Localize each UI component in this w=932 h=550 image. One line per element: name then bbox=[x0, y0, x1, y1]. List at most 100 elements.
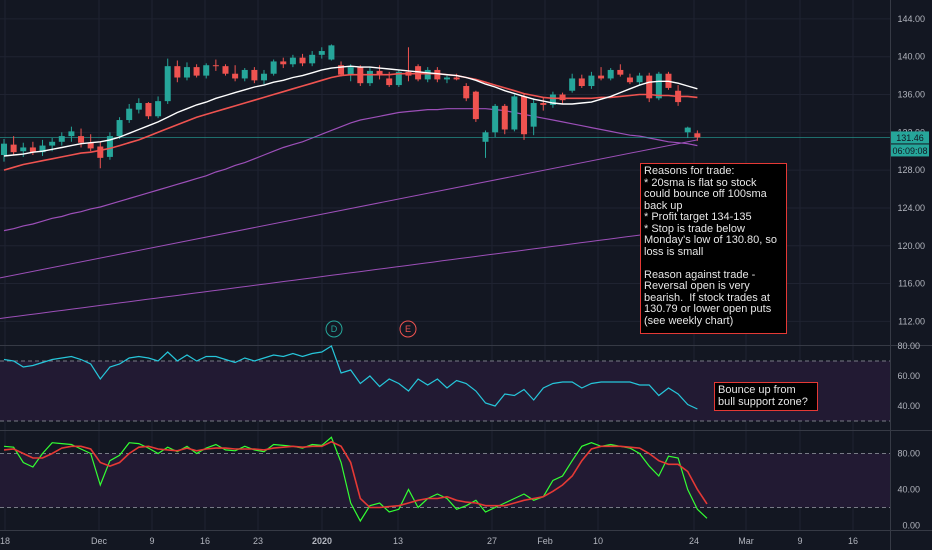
price-tick-label: 136.00 bbox=[897, 90, 925, 100]
countdown-label: 06:09:08 bbox=[892, 146, 927, 156]
price-tick-label: 144.00 bbox=[897, 14, 925, 24]
candle-body bbox=[492, 105, 499, 133]
candle-body bbox=[501, 105, 508, 130]
x-tick-label: 18 bbox=[0, 536, 10, 546]
event-marker bbox=[325, 320, 343, 338]
x-tick-label: 9 bbox=[797, 536, 802, 546]
candle-body bbox=[318, 51, 325, 55]
stoch-tick-label: 80.00 bbox=[897, 449, 920, 459]
candle-body bbox=[549, 94, 556, 105]
x-tick-label: 16 bbox=[200, 536, 210, 546]
candle-body bbox=[434, 69, 441, 80]
candle-body bbox=[376, 70, 383, 75]
candle-body bbox=[251, 69, 258, 81]
stoch-k-line bbox=[3, 436, 708, 523]
stoch-tick-label: 0.00 bbox=[902, 521, 920, 531]
candle-body bbox=[87, 142, 94, 149]
price-tick-label: 128.00 bbox=[897, 165, 925, 175]
event-marker-label: E bbox=[405, 324, 411, 334]
rsi-line bbox=[3, 345, 698, 410]
candle-body bbox=[338, 65, 345, 75]
candle-body bbox=[126, 108, 133, 121]
candle-body bbox=[49, 141, 56, 146]
price-tick-label: 140.00 bbox=[897, 52, 925, 62]
candle-body bbox=[212, 65, 219, 67]
event-marker-label: D bbox=[331, 324, 338, 334]
candle-body bbox=[415, 66, 422, 80]
countdown-badge bbox=[891, 144, 929, 157]
rsi-tick-label: 60.00 bbox=[897, 371, 920, 381]
sma-long-line bbox=[0, 139, 698, 279]
x-tick-label: 10 bbox=[593, 536, 603, 546]
event-marker bbox=[399, 320, 417, 338]
stoch-d-line bbox=[3, 440, 708, 509]
rsi-tick-label: 80.00 bbox=[897, 341, 920, 351]
candle-body bbox=[443, 77, 450, 80]
last-price-badge bbox=[891, 131, 929, 144]
candle-body bbox=[540, 103, 547, 105]
candle-body bbox=[598, 75, 605, 79]
candle-body bbox=[655, 73, 662, 99]
trade-reasons-note: Reasons for trade: * 20sma is flat so st… bbox=[640, 163, 787, 334]
candle-body bbox=[299, 57, 306, 64]
candle-body bbox=[569, 78, 576, 91]
candle-body bbox=[578, 78, 585, 87]
candle-body bbox=[68, 131, 75, 137]
candle-body bbox=[270, 61, 277, 74]
candle-body bbox=[636, 75, 643, 83]
candle-body bbox=[463, 86, 470, 99]
candle-body bbox=[328, 45, 335, 60]
candle-body bbox=[58, 136, 65, 142]
candle-body bbox=[472, 91, 479, 120]
candle-body bbox=[106, 136, 113, 157]
candle-body bbox=[646, 75, 653, 99]
candle-body bbox=[559, 94, 566, 101]
last-price-label: 131.46 bbox=[896, 133, 924, 143]
candle-body bbox=[183, 67, 190, 78]
candle-body bbox=[174, 66, 181, 78]
candle-body bbox=[232, 73, 239, 79]
candle-body bbox=[10, 144, 17, 153]
x-tick-label: Dec bbox=[91, 536, 108, 546]
candle-body bbox=[145, 103, 152, 117]
candle-body bbox=[261, 73, 268, 81]
sma-longest-line bbox=[0, 233, 646, 319]
x-tick-label: 27 bbox=[487, 536, 497, 546]
price-tick-label: 116.00 bbox=[898, 279, 925, 289]
x-tick-label: 13 bbox=[393, 536, 403, 546]
candle-body bbox=[386, 78, 393, 86]
stoch-tick-label: 40.00 bbox=[897, 485, 920, 495]
candle-body bbox=[588, 75, 595, 87]
candle-body bbox=[424, 69, 431, 80]
candle-body bbox=[164, 66, 171, 102]
candle-body bbox=[222, 66, 229, 74]
candle-body bbox=[1, 143, 7, 156]
candle-body bbox=[309, 54, 316, 64]
candle-body bbox=[366, 70, 373, 84]
candle-body bbox=[20, 147, 27, 152]
candle-body bbox=[607, 69, 614, 79]
candle-body bbox=[347, 67, 354, 75]
candle-body bbox=[116, 120, 123, 137]
x-tick-label: 16 bbox=[848, 536, 858, 546]
candle-body bbox=[617, 69, 624, 75]
candle-body bbox=[530, 103, 537, 127]
x-tick-label: 9 bbox=[149, 536, 154, 546]
candle-body bbox=[694, 133, 701, 138]
candle-body bbox=[626, 77, 633, 83]
sma-red-line bbox=[3, 72, 698, 171]
sma20-line bbox=[3, 65, 698, 157]
rsi-tick-label: 40.00 bbox=[897, 401, 920, 411]
candle-body bbox=[29, 147, 36, 153]
candle-body bbox=[193, 67, 200, 76]
x-tick-label: Mar bbox=[738, 536, 754, 546]
price-tick-label: 112.00 bbox=[898, 316, 925, 326]
sma100-line bbox=[3, 108, 698, 232]
x-tick-label: Feb bbox=[537, 536, 553, 546]
candle-body bbox=[97, 146, 104, 158]
candle-body bbox=[203, 65, 210, 76]
bounce-note: Bounce up from bull support zone? bbox=[714, 382, 818, 411]
candle-body bbox=[78, 136, 85, 143]
candle-body bbox=[482, 132, 489, 142]
candle-body bbox=[395, 71, 402, 86]
